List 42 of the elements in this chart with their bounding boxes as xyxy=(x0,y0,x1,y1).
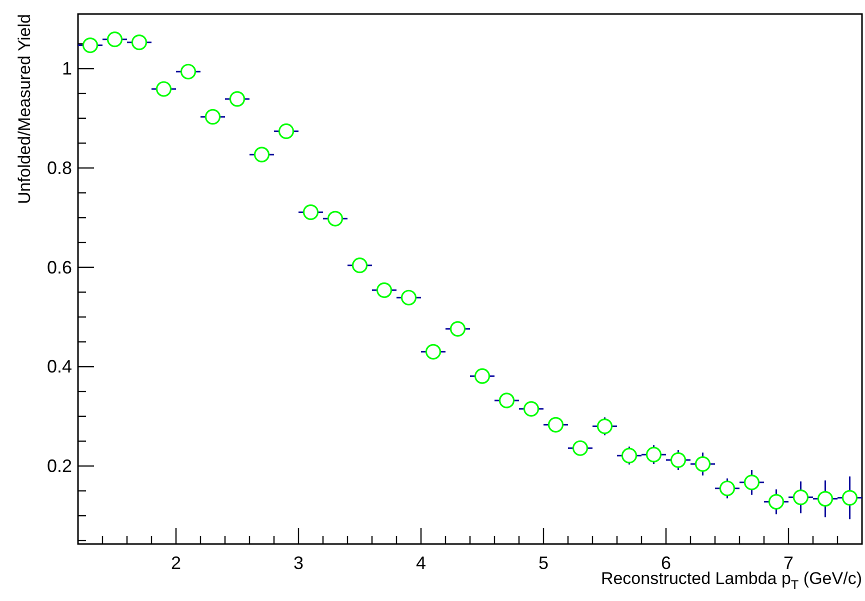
point xyxy=(425,344,442,360)
point xyxy=(744,474,760,490)
x-tick-label: 5 xyxy=(538,553,549,573)
point xyxy=(646,446,662,462)
point xyxy=(474,368,490,384)
point xyxy=(792,490,809,506)
point xyxy=(817,491,834,507)
point xyxy=(719,480,736,496)
point xyxy=(229,91,246,107)
y-axis-title: Unfolded/Measured Yield xyxy=(15,14,34,204)
point xyxy=(596,418,613,434)
point xyxy=(498,392,515,408)
point xyxy=(302,204,319,220)
point xyxy=(621,448,638,464)
point xyxy=(106,32,123,48)
point xyxy=(548,416,564,433)
x-tick-label: 2 xyxy=(170,553,182,573)
point xyxy=(376,282,392,298)
point xyxy=(352,258,368,274)
y-tick-label: 0.2 xyxy=(46,456,72,476)
point xyxy=(523,401,540,417)
point xyxy=(327,210,344,226)
y-tick-label: 0.4 xyxy=(46,356,72,377)
point xyxy=(670,452,686,468)
y-tick-label: 0.6 xyxy=(46,257,72,278)
y-tick-label: 1 xyxy=(62,58,72,79)
point xyxy=(842,490,858,506)
point xyxy=(82,37,98,54)
point xyxy=(278,123,294,140)
x-tick-label: 3 xyxy=(293,553,304,573)
point xyxy=(694,456,711,472)
point xyxy=(450,321,466,337)
point xyxy=(400,290,417,306)
point xyxy=(572,440,588,456)
y-tick-label: 0.8 xyxy=(46,158,72,178)
point xyxy=(156,81,172,97)
point xyxy=(180,64,196,80)
x-tick-label: 4 xyxy=(416,553,426,573)
point xyxy=(204,109,221,125)
point xyxy=(131,34,148,50)
point xyxy=(254,146,270,162)
point xyxy=(768,494,784,510)
